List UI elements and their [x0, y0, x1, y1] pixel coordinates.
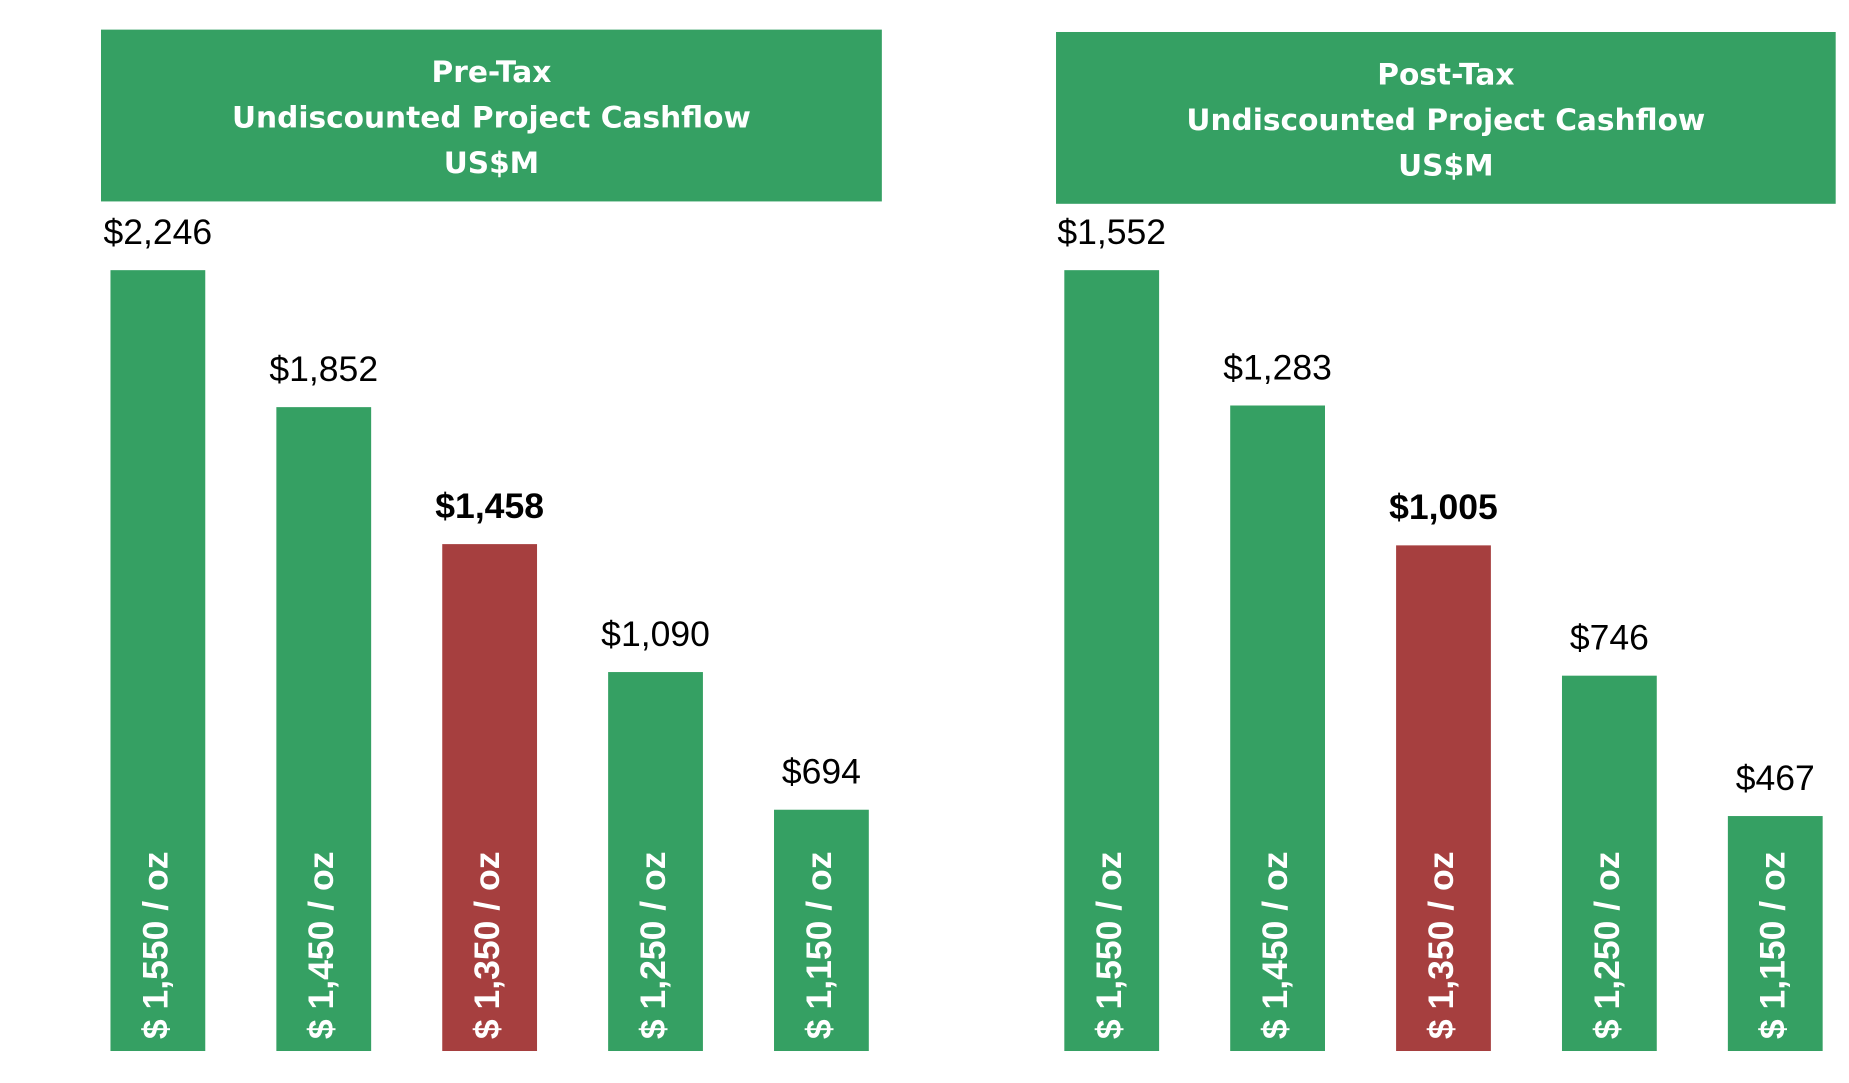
- chart-title: Pre-Tax: [432, 55, 552, 89]
- bar: [1561, 675, 1657, 1052]
- bar: [1230, 405, 1325, 1052]
- value-label: $467: [1736, 758, 1815, 798]
- category-label: $ 1,350 / oz: [1421, 852, 1461, 1040]
- value-label: $2,246: [104, 212, 213, 252]
- value-label: $1,283: [1223, 347, 1332, 387]
- category-label: $ 1,150 / oz: [1753, 852, 1793, 1040]
- chart-title: US$M: [1398, 149, 1493, 183]
- category-label: $ 1,450 / oz: [1255, 852, 1295, 1040]
- header-box: [1056, 31, 1836, 204]
- header-box: [100, 29, 882, 202]
- bar: [1064, 270, 1160, 1052]
- chart-title: Post-Tax: [1377, 57, 1514, 91]
- bar: [276, 407, 372, 1052]
- value-label: $1,852: [269, 349, 378, 389]
- value-label: $694: [782, 752, 861, 792]
- value-label: $746: [1570, 618, 1649, 658]
- category-label: $ 1,350 / oz: [467, 852, 507, 1040]
- bar: [774, 809, 869, 1052]
- value-label: $1,552: [1057, 212, 1166, 252]
- bar: [1727, 816, 1823, 1052]
- bar: [1396, 545, 1491, 1052]
- category-label: $ 1,550 / oz: [1089, 852, 1129, 1040]
- value-label: $1,458: [435, 486, 544, 526]
- bar: [608, 672, 703, 1052]
- chart-title: Undiscounted Project Cashflow: [232, 101, 751, 135]
- bar: [110, 270, 206, 1052]
- category-label: $ 1,450 / oz: [301, 852, 341, 1040]
- value-label: $1,005: [1389, 487, 1498, 527]
- category-label: $ 1,150 / oz: [799, 852, 839, 1040]
- category-label: $ 1,250 / oz: [633, 852, 673, 1040]
- value-label: $1,090: [601, 614, 710, 654]
- bar: [442, 544, 538, 1052]
- category-label: $ 1,550 / oz: [135, 852, 175, 1040]
- chart-title: Undiscounted Project Cashflow: [1186, 103, 1705, 137]
- chart-title: US$M: [444, 146, 539, 180]
- category-label: $ 1,250 / oz: [1587, 852, 1627, 1040]
